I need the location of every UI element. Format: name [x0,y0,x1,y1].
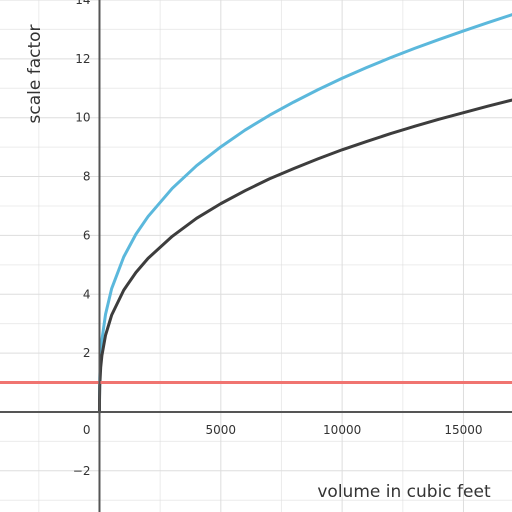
series-group [0,13,512,414]
x-axis-title: volume in cubic feet [317,482,491,502]
x-tick-label: 15000 [444,423,482,437]
x-tick-label: 10000 [323,423,361,437]
y-tick-label: 14 [75,0,90,7]
origin-label: 0 [83,423,91,437]
y-tick-label: 2 [83,346,91,360]
y-tick-label: −2 [73,464,91,478]
y-tick-label: 10 [75,111,90,125]
x-tick-label: 5000 [206,423,237,437]
y-tick-label: 6 [83,228,91,242]
series-line-2 [97,98,512,414]
tick-labels: 5000 10000 15000 −2 2 4 6 8 10 12 14 0 [73,0,483,478]
y-tick-label: 8 [83,170,91,184]
y-tick-label: 12 [75,52,90,66]
y-axis-title: scale factor [25,24,45,123]
series-line-1 [97,13,512,414]
y-tick-label: 4 [83,287,91,301]
